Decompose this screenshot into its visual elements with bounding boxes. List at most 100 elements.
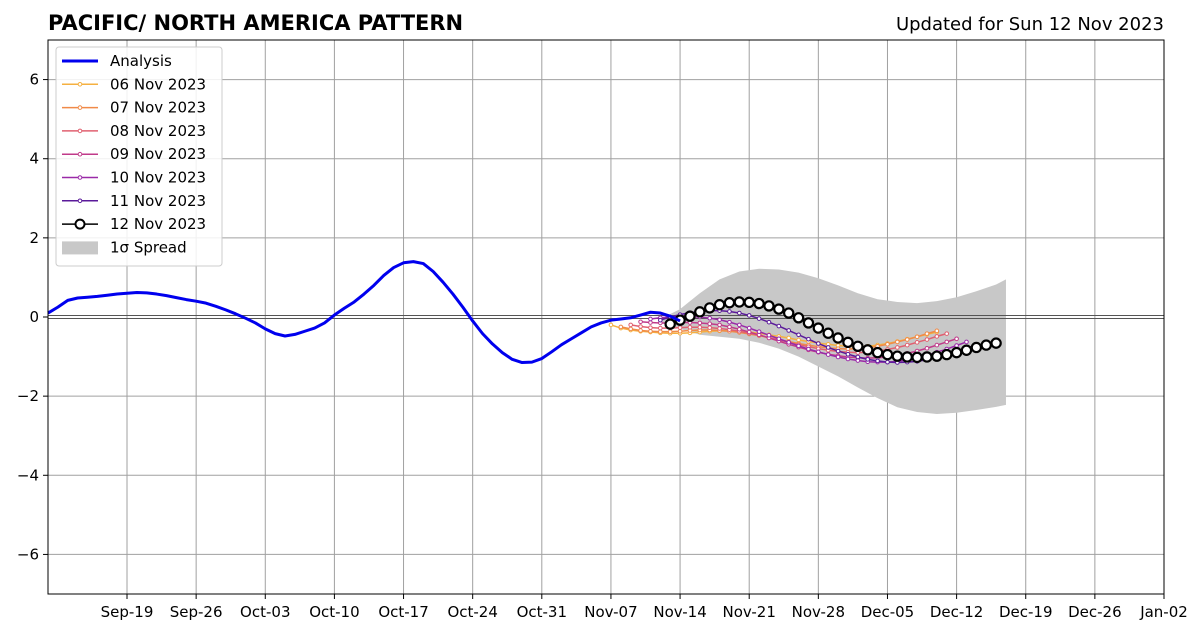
x-tick-label: Oct-10	[309, 603, 359, 621]
data-point	[835, 348, 841, 354]
x-tick-label: Oct-17	[378, 603, 428, 621]
data-point	[842, 336, 854, 349]
data-point	[717, 317, 722, 323]
data-point	[881, 348, 894, 361]
data-point	[658, 317, 663, 323]
legend-swatch	[62, 241, 98, 255]
data-point	[648, 320, 653, 325]
y-tick-label: 2	[29, 229, 39, 247]
legend-item-11-nov-2023: 11 Nov 2023	[62, 192, 206, 210]
legend-item-07-nov-2023: 07 Nov 2023	[62, 99, 206, 117]
data-point	[648, 328, 653, 334]
x-axis: Sep-19 Sep-26 Oct-03 Oct-10 Oct-17 Oct-24 Oct-…	[101, 594, 1188, 621]
data-point	[707, 315, 712, 321]
data-point	[934, 342, 940, 348]
zero-line	[48, 315, 1164, 319]
data-point	[628, 322, 633, 328]
data-point	[862, 344, 874, 356]
legend-label: 08 Nov 2023	[110, 122, 206, 140]
legend-label: 12 Nov 2023	[110, 215, 206, 233]
legend-item-1-spread: 1σ Spread	[62, 238, 187, 256]
data-point	[677, 328, 683, 334]
data-point	[773, 303, 785, 315]
data-point	[746, 325, 752, 331]
legend-marker	[77, 105, 83, 110]
legend-marker	[77, 82, 83, 87]
x-tick-label: Nov-28	[792, 603, 845, 621]
data-point	[895, 345, 900, 350]
data-point	[737, 322, 742, 328]
data-point	[697, 320, 703, 326]
data-point	[970, 341, 983, 354]
data-point	[723, 297, 736, 309]
x-tick-label: Dec-05	[861, 603, 915, 621]
data-point	[703, 302, 716, 314]
data-point	[737, 310, 742, 316]
x-tick-label: Dec-12	[930, 603, 984, 621]
legend-label: Analysis	[110, 52, 172, 70]
data-point	[806, 346, 811, 352]
data-point	[852, 340, 864, 352]
legend-marker	[77, 151, 83, 157]
legend-item-analysis: Analysis	[62, 52, 172, 70]
data-point	[845, 356, 851, 362]
data-point	[638, 319, 643, 325]
data-point	[904, 337, 910, 342]
data-point	[766, 319, 772, 325]
data-point	[792, 312, 805, 324]
data-point	[786, 335, 792, 341]
x-tick-label: Oct-24	[447, 603, 497, 621]
legend-item-06-nov-2023: 06 Nov 2023	[62, 75, 206, 93]
y-tick-label: 0	[29, 308, 39, 326]
data-point	[783, 307, 795, 319]
data-point	[658, 329, 663, 334]
data-point	[727, 309, 732, 314]
series-line-06-nov-2023	[610, 324, 938, 348]
data-point	[934, 334, 940, 339]
data-point	[717, 326, 722, 331]
x-tick-label: Nov-21	[723, 603, 776, 621]
spread-area	[660, 268, 1006, 414]
data-point	[756, 329, 762, 334]
x-tick-label: Dec-26	[1068, 603, 1122, 621]
data-point	[746, 313, 752, 318]
data-point	[924, 337, 930, 342]
data-point	[786, 340, 792, 345]
chart-subtitle: Updated for Sun 12 Nov 2023	[896, 14, 1164, 35]
data-point	[796, 337, 801, 343]
y-tick-label: 6	[29, 71, 39, 89]
data-point	[832, 332, 844, 344]
data-point	[707, 325, 712, 330]
data-point	[753, 297, 765, 310]
data-point	[713, 299, 726, 311]
legend-item-08-nov-2023: 08 Nov 2023	[62, 122, 206, 140]
data-point	[924, 331, 930, 336]
legend-label: 06 Nov 2023	[110, 75, 206, 93]
legend-label: 10 Nov 2023	[110, 169, 206, 187]
data-point	[822, 327, 834, 339]
data-point	[921, 351, 933, 363]
data-point	[664, 318, 676, 330]
data-point	[944, 331, 950, 336]
y-tick-label: −6	[17, 545, 39, 563]
legend-box	[55, 46, 223, 267]
data-point	[865, 357, 871, 362]
data-point	[776, 336, 782, 342]
data-point	[648, 316, 653, 322]
data-point	[812, 322, 825, 334]
series-analysis-line	[47, 260, 681, 365]
data-point	[737, 326, 742, 332]
series-12-nov-2023	[664, 296, 1002, 364]
data-point	[931, 350, 943, 362]
data-point	[667, 329, 673, 334]
data-point	[891, 350, 904, 362]
data-point	[934, 328, 940, 334]
x-tick-label: Sep-19	[101, 603, 154, 621]
data-point	[727, 319, 732, 325]
legend: Analysis 06 Nov 2023 07 Nov 2023 08 Nov 202…	[55, 46, 223, 267]
data-point	[964, 339, 969, 345]
data-point	[990, 337, 1002, 349]
data-point	[802, 317, 815, 329]
x-tick-label: Nov-07	[584, 603, 637, 621]
